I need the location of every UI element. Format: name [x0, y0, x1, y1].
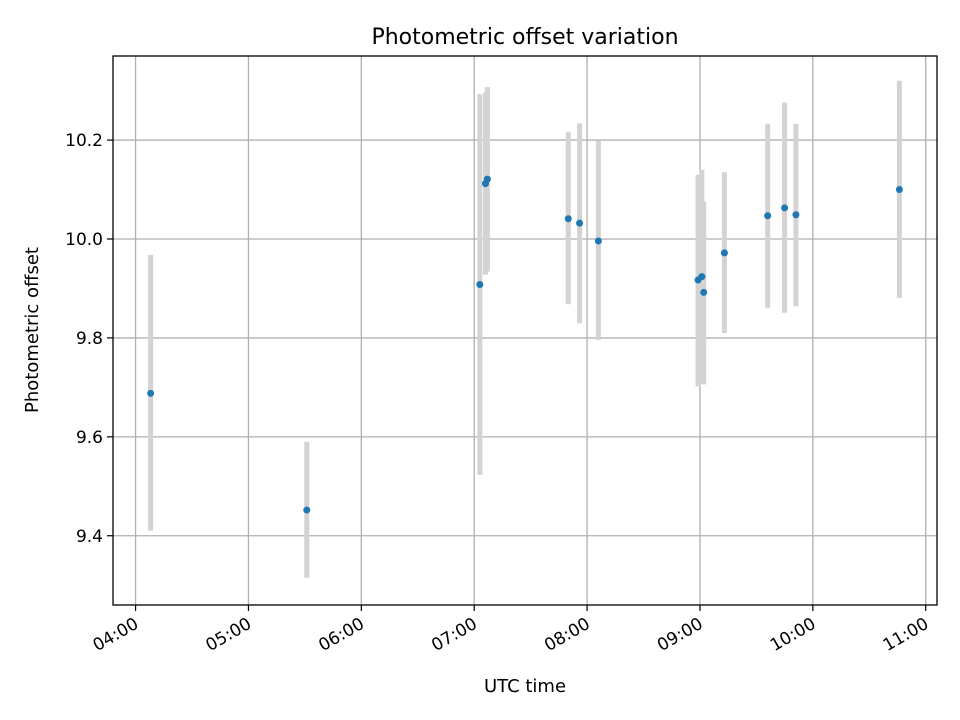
data-point [895, 186, 903, 194]
y-tick-label: 9.4 [76, 527, 103, 547]
y-tick-label: 10.0 [65, 230, 103, 250]
data-point [564, 215, 572, 223]
y-tick-label: 10.2 [65, 131, 103, 151]
data-point [698, 273, 706, 281]
data-point [576, 219, 584, 227]
y-axis-ticks: 9.4 9.6 9.8 10.0 10.2 [65, 131, 113, 547]
data-point [781, 204, 789, 212]
data-point [764, 212, 772, 220]
plot-frame [112, 55, 938, 606]
data-point [476, 281, 484, 289]
data-point [720, 249, 728, 257]
data-point [303, 506, 311, 514]
data-point [147, 389, 155, 397]
y-tick-label: 9.8 [76, 329, 103, 349]
data-point [594, 237, 602, 245]
y-axis-label: Photometric offset [22, 247, 43, 413]
x-axis-label: UTC time [484, 676, 566, 697]
data-point [483, 175, 491, 183]
data-point [700, 288, 708, 296]
y-tick-label: 9.6 [76, 428, 103, 448]
chart-title: Photometric offset variation [371, 25, 678, 50]
grid [113, 56, 937, 605]
data-point [792, 211, 800, 219]
data-points [147, 175, 903, 514]
